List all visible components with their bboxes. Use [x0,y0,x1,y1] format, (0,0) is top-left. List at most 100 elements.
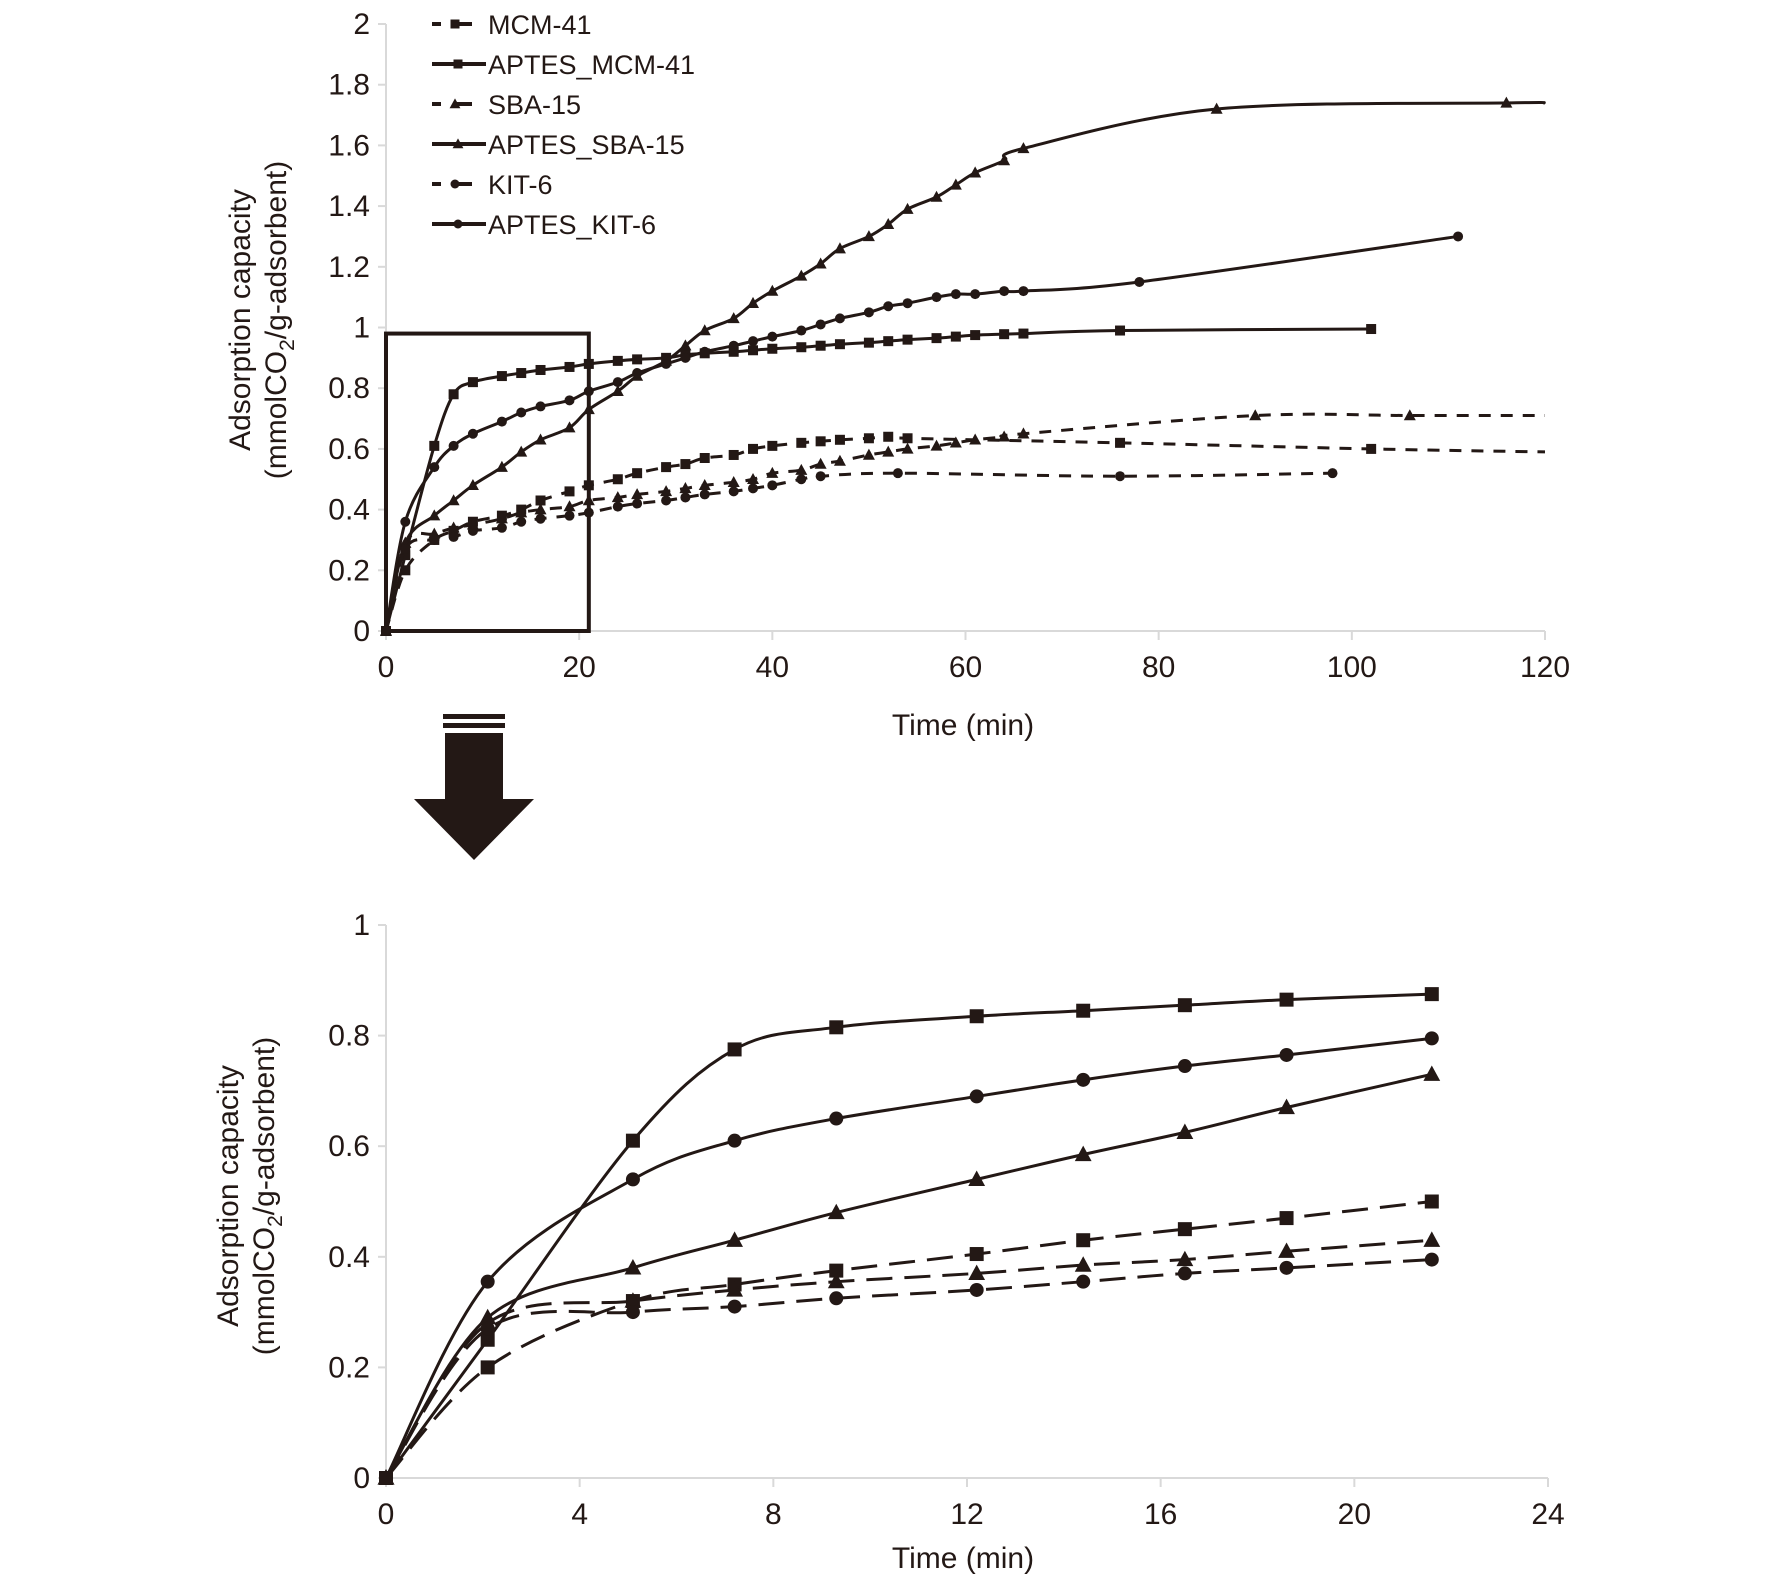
series-aptes-mcm-41 [381,324,1377,636]
top-series-group [380,96,1546,636]
data-point-aptes-sba-15 [727,312,740,324]
data-point-aptes-kit-6 [625,1172,640,1187]
data-point-aptes-sba-15 [515,445,528,457]
data-point-aptes-kit-6 [535,401,546,412]
data-point-aptes-sba-15 [882,218,895,230]
data-point-aptes-mcm-41 [931,333,942,344]
data-point-kit-6 [429,534,440,545]
data-point-aptes-kit-6 [699,346,710,357]
data-point-aptes-mcm-41 [1115,325,1126,336]
y-tick-label: 0.2 [328,554,370,587]
data-point-aptes-sba-15 [862,230,875,242]
data-point-aptes-sba-15 [998,154,1011,166]
data-point-aptes-mcm-41 [1424,987,1439,1002]
data-point-aptes-mcm-41 [400,550,411,561]
data-point-aptes-kit-6 [379,1471,393,1485]
data-point-kit-6 [1177,1266,1192,1281]
series-line-kit-6 [384,471,1333,632]
data-point-mcm-41 [902,433,913,444]
data-point-aptes-mcm-41 [815,340,826,351]
data-point-kit-6 [625,1305,640,1320]
data-point-aptes-kit-6 [883,301,894,312]
data-point-aptes-sba-15 [968,1170,986,1186]
data-point-aptes-kit-6 [970,289,981,300]
legend-marker-triangle-icon [449,98,461,109]
data-point-sba-15 [1017,427,1030,439]
data-point-aptes-sba-15 [466,479,479,491]
data-point-kit-6 [1424,1252,1439,1267]
data-point-sba-15 [611,491,624,503]
zoom-region-box [384,331,591,633]
data-point-aptes-kit-6 [902,298,913,309]
y-tick-label: 0.6 [328,433,370,466]
data-point-aptes-mcm-41 [883,336,894,347]
top-x-axis-title: Time (min) [892,709,1034,742]
data-point-aptes-sba-15 [747,296,760,308]
data-point-sba-15 [795,463,808,475]
data-point-aptes-sba-15 [1210,102,1223,114]
data-point-mcm-41 [863,433,874,444]
legend-label: APTES_MCM-41 [488,50,695,80]
series-line-kit-6 [384,1258,1432,1479]
data-point-kit-6 [829,1291,844,1306]
x-tick-label: 60 [949,651,982,684]
data-point-aptes-mcm-41 [902,334,913,345]
legend-item-aptes-kit-6: APTES_KIT-6 [432,210,656,240]
data-point-aptes-sba-15 [479,1308,497,1325]
legend: MCM-41 APTES_MCM-41 SBA-15 APTES_SBA-15 KIT-… [432,10,695,240]
top-y-axis-title-line2: (mmolCO2/g-adsorbent) [260,161,299,479]
data-point-sba-15 [766,466,779,478]
data-point-sba-15 [814,457,827,469]
data-point-sba-15 [1278,1242,1295,1258]
data-point-aptes-mcm-41 [969,1009,984,1024]
data-point-aptes-kit-6 [516,407,527,418]
series-aptes-sba-15 [377,1065,1441,1485]
data-point-aptes-mcm-41 [1018,328,1029,339]
data-point-aptes-sba-15 [1176,1123,1194,1139]
zoom-region-rect [384,331,591,633]
data-point-aptes-kit-6 [448,440,459,451]
series-line-aptes-sba-15 [384,1072,1433,1479]
series-aptes-mcm-41 [379,987,1439,1485]
data-point-mcm-41 [767,440,778,451]
data-point-kit-6 [516,516,527,527]
data-point-kit-6 [480,1321,495,1336]
data-point-aptes-sba-15 [611,384,624,396]
legend-label: MCM-41 [488,10,592,40]
x-tick-label: 4 [571,1498,588,1531]
down-arrow-icon [414,714,534,860]
data-point-mcm-41 [815,436,826,447]
series-mcm-41 [379,1194,1439,1485]
data-point-sba-15 [827,1272,845,1289]
data-point-aptes-kit-6 [728,340,739,351]
data-point-aptes-mcm-41 [429,440,440,451]
x-tick-label: 12 [950,1498,983,1531]
data-point-aptes-kit-6 [969,1089,984,1104]
data-point-aptes-kit-6 [748,336,759,347]
data-point-aptes-mcm-41 [480,1332,495,1347]
y-tick-label: 0.2 [328,1351,370,1384]
series-line-sba-15 [384,1238,1432,1479]
top-chart: 00.20.40.60.811.21.41.61.820 20 40 60 80 100 1… [224,8,1570,742]
data-point-mcm-41 [632,468,643,479]
legend-item-kit-6: KIT-6 [432,170,553,200]
legend-label: APTES_KIT-6 [488,210,656,240]
data-point-sba-15 [534,503,547,515]
series-aptes-sba-15 [380,96,1546,636]
data-point-kit-6 [892,468,903,479]
data-point-sba-15 [563,500,576,512]
data-point-sba-15 [969,433,982,445]
data-point-sba-15 [1249,409,1262,421]
y-tick-label: 0 [353,1462,370,1495]
bottom-series-group [377,987,1441,1485]
bottom-axes: 0 0.2 0.4 0.6 0.8 1 0 4 8 12 16 20 24 [328,909,1564,1531]
series-aptes-kit-6 [379,1031,1439,1485]
data-point-aptes-kit-6 [429,462,440,473]
x-tick-label: 8 [765,1498,782,1531]
data-point-mcm-41 [969,1247,984,1262]
data-point-aptes-sba-15 [766,284,779,296]
series-aptes-kit-6 [381,231,1464,636]
y-tick-label: 0.6 [328,1130,370,1163]
data-point-sba-15 [428,527,441,539]
